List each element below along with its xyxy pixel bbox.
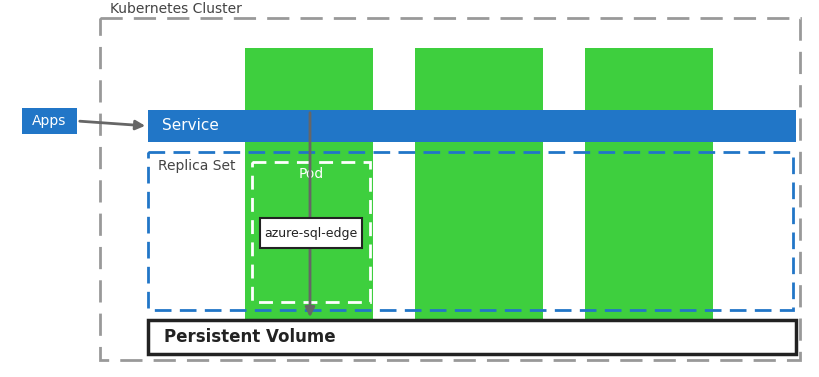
Text: Apps: Apps — [32, 114, 66, 128]
Bar — [22, 108, 77, 134]
Bar — [584, 48, 713, 320]
Bar — [100, 18, 799, 360]
Text: Replica Set: Replica Set — [158, 159, 235, 173]
Bar — [147, 110, 795, 142]
Bar — [260, 218, 361, 248]
Bar — [245, 48, 373, 320]
Bar — [414, 48, 542, 320]
Bar — [147, 152, 792, 310]
Text: Kubernetes Cluster: Kubernetes Cluster — [110, 2, 242, 16]
Text: azure-sql-edge: azure-sql-edge — [264, 227, 357, 239]
Text: Service: Service — [162, 118, 219, 133]
Bar — [147, 320, 795, 354]
Text: Persistent Volume: Persistent Volume — [164, 328, 335, 346]
Text: Pod: Pod — [298, 167, 324, 181]
Bar — [251, 162, 369, 302]
